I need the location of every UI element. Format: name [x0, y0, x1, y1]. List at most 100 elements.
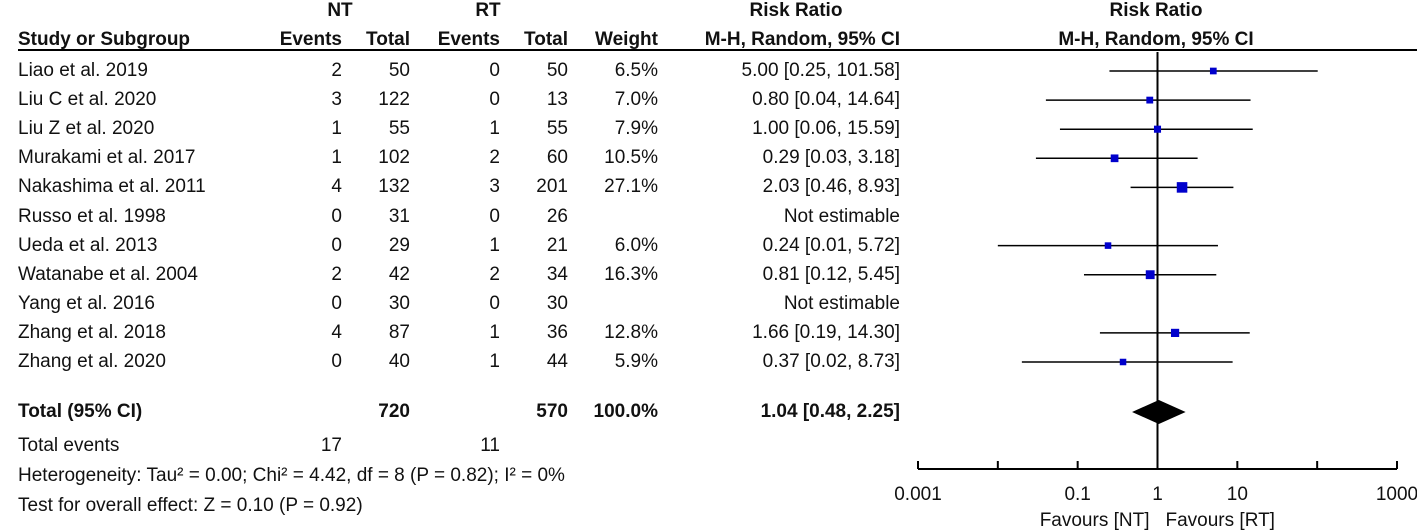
row-rt-total: 21 — [546, 234, 568, 256]
row-ci: 1.00 [0.06, 15.59] — [752, 118, 900, 140]
x-tick-label: 0.001 — [894, 484, 942, 505]
x-tick-label: 0.1 — [1064, 484, 1090, 505]
row-study: Liu C et al. 2020 — [18, 89, 157, 111]
row-rt-events: 1 — [489, 234, 500, 256]
favours-nt-label: Favours [NT] — [1040, 510, 1150, 530]
total-rt-total: 570 — [536, 401, 568, 422]
row-weight: 7.0% — [614, 89, 658, 111]
row-weight: 7.9% — [614, 118, 658, 140]
total-events-nt: 17 — [320, 435, 342, 456]
col-header-method-left: M-H, Random, 95% CI — [704, 29, 900, 50]
row-nt-total: 87 — [388, 321, 410, 343]
point-estimate-square — [1170, 328, 1180, 337]
row-study: Russo et al. 1998 — [18, 205, 166, 227]
row-nt-events: 1 — [331, 118, 342, 140]
row-ci: Not estimable — [783, 205, 900, 227]
row-weight: 16.3% — [604, 263, 658, 285]
row-ci: 5.00 [0.25, 101.58] — [741, 60, 900, 81]
row-nt-events: 1 — [331, 147, 342, 169]
row-rt-events: 1 — [489, 321, 500, 343]
row-rt-events: 2 — [489, 147, 500, 169]
row-ci: Not estimable — [783, 292, 900, 314]
row-nt-events: 0 — [331, 205, 342, 227]
point-estimate-square — [1153, 125, 1162, 133]
total-label: Total (95% CI) — [18, 401, 143, 422]
row-ci: 2.03 [0.46, 8.93] — [762, 176, 900, 198]
row-nt-events: 0 — [331, 351, 342, 372]
row-ci: 0.24 [0.01, 5.72] — [762, 234, 900, 256]
group-header-risk-ratio-left: Risk Ratio — [749, 0, 843, 21]
x-tick-label: 1 — [1152, 484, 1163, 505]
point-estimate-square — [1209, 67, 1217, 75]
row-nt-events: 2 — [331, 60, 342, 81]
row-nt-total: 29 — [388, 234, 410, 256]
col-header-nt-total: Total — [366, 29, 410, 50]
heterogeneity-text: Heterogeneity: Tau² = 0.00; Chi² = 4.42,… — [18, 465, 565, 486]
row-study: Watanabe et al. 2004 — [18, 263, 198, 285]
x-tick-label: 10 — [1227, 484, 1248, 505]
point-estimate-square — [1176, 182, 1188, 193]
row-nt-total: 40 — [388, 351, 410, 372]
row-ci: 0.29 [0.03, 3.18] — [762, 147, 900, 169]
row-rt-total: 44 — [546, 351, 568, 372]
group-header-risk-ratio-right: Risk Ratio — [1109, 0, 1203, 21]
row-nt-events: 0 — [331, 292, 342, 314]
row-ci: 0.80 [0.04, 14.64] — [752, 89, 900, 111]
row-nt-total: 132 — [378, 176, 410, 198]
row-rt-total: 55 — [546, 118, 568, 140]
total-weight: 100.0% — [593, 401, 658, 422]
total-events-label: Total events — [18, 435, 120, 456]
row-nt-events: 0 — [331, 234, 342, 256]
point-estimate-square — [1119, 358, 1127, 366]
row-study: Liao et al. 2019 — [18, 60, 148, 81]
point-estimate-square — [1104, 242, 1112, 249]
row-ci: 0.81 [0.12, 5.45] — [762, 263, 900, 285]
row-rt-total: 30 — [546, 292, 568, 314]
total-ci: 1.04 [0.48, 2.25] — [760, 401, 900, 422]
row-nt-events: 3 — [331, 89, 342, 111]
row-ci: 1.66 [0.19, 14.30] — [752, 321, 900, 343]
row-weight: 10.5% — [604, 147, 658, 169]
row-rt-events: 1 — [489, 351, 500, 372]
row-study: Zhang et al. 2020 — [18, 351, 166, 372]
row-study: Yang et al. 2016 — [18, 292, 155, 314]
row-study: Murakami et al. 2017 — [18, 147, 196, 169]
row-rt-total: 34 — [546, 263, 568, 285]
row-nt-events: 4 — [331, 176, 342, 198]
row-rt-total: 201 — [536, 176, 568, 198]
favours-rt-label: Favours [RT] — [1166, 510, 1275, 530]
row-rt-events: 0 — [489, 89, 500, 111]
row-rt-events: 0 — [489, 292, 500, 314]
col-header-nt-events: Events — [279, 29, 342, 50]
row-nt-events: 4 — [331, 321, 342, 343]
col-header-weight: Weight — [595, 29, 658, 50]
row-rt-events: 0 — [489, 60, 500, 81]
row-nt-total: 42 — [388, 263, 410, 285]
row-weight: 27.1% — [604, 176, 658, 198]
total-nt-total: 720 — [378, 401, 410, 422]
row-nt-total: 50 — [388, 60, 410, 81]
row-weight: 6.0% — [614, 234, 658, 256]
group-header-rt: RT — [475, 0, 501, 21]
row-rt-events: 2 — [489, 263, 500, 285]
overall-effect-text: Test for overall effect: Z = 0.10 (P = 0… — [18, 495, 363, 516]
pooled-diamond — [1132, 400, 1186, 424]
row-study: Ueda et al. 2013 — [18, 234, 158, 256]
row-weight: 5.9% — [614, 351, 658, 372]
row-rt-total: 50 — [546, 60, 568, 81]
header-rule — [18, 49, 1417, 51]
col-header-rt-events: Events — [437, 29, 500, 50]
row-rt-total: 26 — [546, 205, 568, 227]
point-estimate-square — [1145, 270, 1155, 280]
row-nt-total: 102 — [378, 147, 410, 169]
row-nt-total: 31 — [388, 205, 410, 227]
group-header-nt: NT — [327, 0, 353, 21]
row-rt-events: 3 — [489, 176, 500, 198]
row-rt-events: 1 — [489, 118, 500, 140]
row-rt-total: 36 — [546, 321, 568, 343]
row-rt-total: 13 — [546, 89, 568, 111]
row-nt-total: 30 — [388, 292, 410, 314]
x-tick-label: 1000 — [1376, 484, 1417, 505]
col-header-rt-total: Total — [524, 29, 568, 50]
